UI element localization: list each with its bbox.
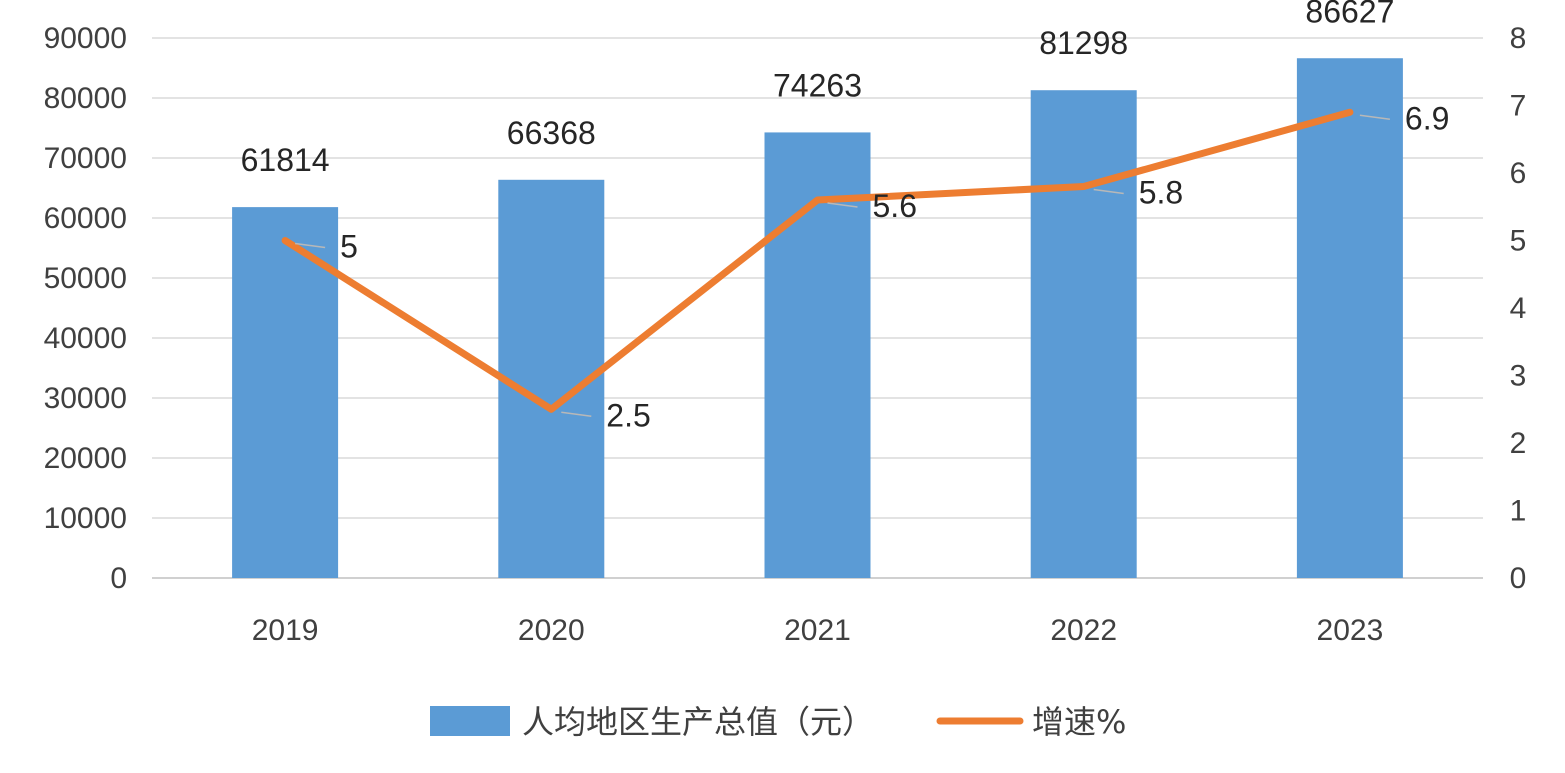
line-series (281, 108, 1354, 413)
right-tick-label: 4 (1510, 292, 1527, 325)
left-tick-label: 90000 (44, 22, 127, 55)
left-tick-label: 70000 (44, 142, 127, 175)
right-tick-label: 2 (1510, 427, 1527, 460)
label-leader-line (561, 411, 592, 417)
legend: 人均地区生产总值（元） 增速% (430, 703, 1126, 741)
line-value-label: 5 (340, 229, 358, 265)
legend-line-label: 增速% (1032, 703, 1126, 741)
bar-value-label: 74263 (773, 67, 862, 103)
right-tick-label: 8 (1510, 22, 1527, 55)
x-axis: 2019 2020 2021 2022 2023 (252, 614, 1384, 647)
bar (232, 207, 339, 578)
label-leader-line (827, 202, 858, 208)
bar-value-label: 86627 (1305, 0, 1394, 29)
left-tick-label: 40000 (44, 322, 127, 355)
left-tick-label: 80000 (44, 82, 127, 115)
bar-value-label: 61814 (241, 142, 330, 178)
right-tick-label: 6 (1510, 157, 1527, 190)
right-tick-label: 5 (1510, 225, 1527, 258)
x-tick-label: 2021 (784, 614, 851, 647)
x-tick-label: 2020 (518, 614, 585, 647)
left-tick-label: 60000 (44, 202, 127, 235)
bar (1030, 90, 1137, 578)
bar-value-label: 81298 (1039, 25, 1128, 61)
line-data-labels: 5 2.5 5.6 5.8 6.9 (295, 100, 1449, 433)
bar (1296, 58, 1403, 579)
x-tick-label: 2019 (252, 614, 319, 647)
left-tick-label: 10000 (44, 502, 127, 535)
left-tick-label: 20000 (44, 442, 127, 475)
label-leader-line (1093, 188, 1124, 195)
right-tick-label: 1 (1510, 495, 1527, 528)
right-tick-label: 7 (1510, 90, 1527, 123)
right-axis: 0 1 2 3 4 5 6 7 8 (1510, 22, 1527, 595)
line-value-label: 6.9 (1405, 100, 1449, 136)
left-tick-label: 0 (110, 562, 127, 595)
left-tick-label: 30000 (44, 382, 127, 415)
growth-line (281, 108, 1354, 413)
bar-value-label: 66368 (507, 115, 596, 151)
label-leader-line (295, 242, 326, 249)
line-value-label: 2.5 (606, 397, 650, 433)
left-tick-label: 50000 (44, 262, 127, 295)
right-tick-label: 0 (1510, 562, 1527, 595)
bar-data-labels: 61814 66368 74263 81298 86627 (241, 0, 1395, 178)
bar-series (232, 58, 1403, 579)
x-tick-label: 2022 (1050, 614, 1117, 647)
left-axis: 0 10000 20000 30000 40000 50000 60000 70000 8000… (44, 22, 127, 595)
legend-bar-label: 人均地区生产总值（元） (522, 703, 874, 741)
line-value-label: 5.6 (873, 188, 917, 224)
legend-bar-swatch (430, 706, 510, 736)
x-tick-label: 2023 (1317, 614, 1384, 647)
right-tick-label: 3 (1510, 360, 1527, 393)
line-value-label: 5.8 (1139, 175, 1183, 211)
label-leader-line (1359, 114, 1390, 120)
